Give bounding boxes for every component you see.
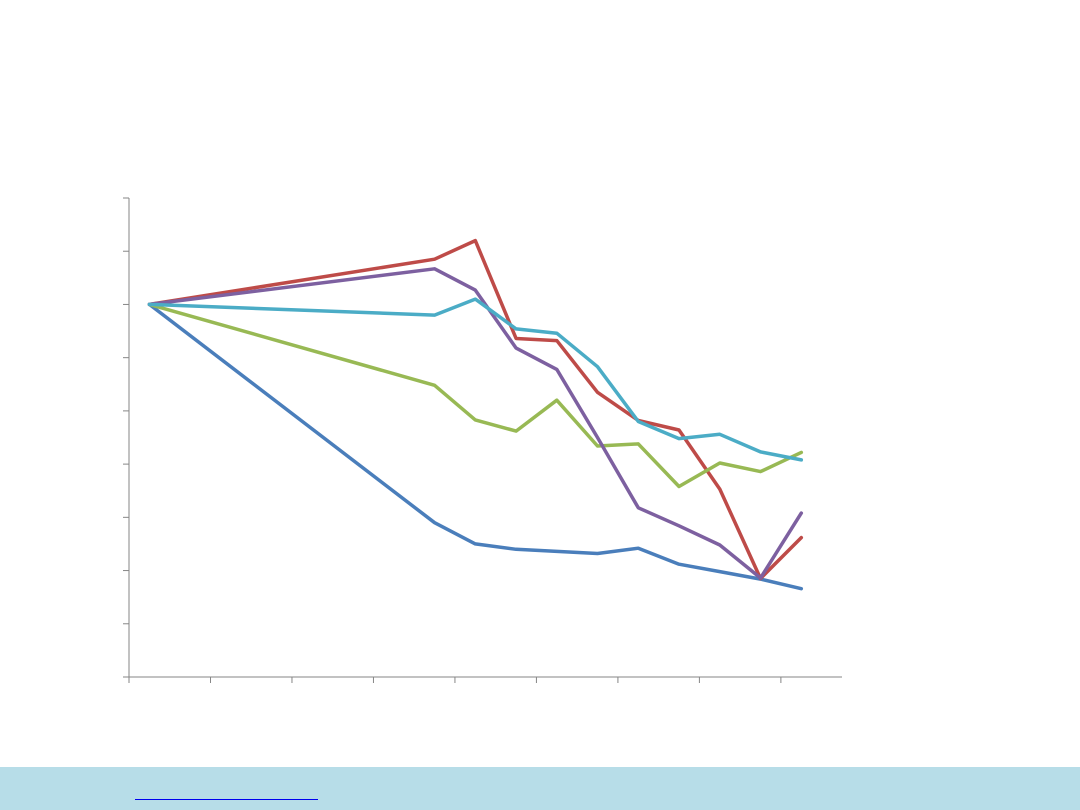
line-chart [123, 197, 842, 683]
series-line-4 [147, 267, 804, 580]
series-line-1 [147, 302, 804, 591]
footer-bar [0, 767, 1080, 810]
series-line-2 [147, 238, 804, 581]
chart-axes [123, 197, 842, 683]
footer-link[interactable] [135, 782, 318, 800]
series-line-3 [147, 302, 804, 489]
series-layer [147, 238, 804, 591]
series-line-5 [147, 297, 804, 462]
